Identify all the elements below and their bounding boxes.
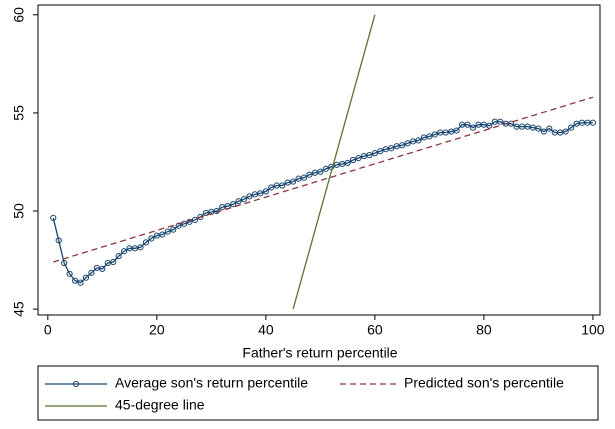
legend-label: Predicted son's percentile [404, 375, 564, 391]
plot-frame [37, 4, 601, 316]
marker [388, 145, 395, 152]
marker [180, 220, 188, 227]
marker [230, 201, 237, 208]
marker [431, 131, 438, 138]
marker [535, 125, 542, 132]
marker [415, 137, 422, 144]
marker [279, 182, 286, 189]
marker [257, 190, 264, 197]
marker [186, 218, 193, 225]
marker [268, 184, 275, 191]
y-tick-label: 45 [11, 301, 27, 317]
x-tick-label: 40 [258, 322, 274, 338]
marker [159, 231, 166, 238]
marker [344, 159, 351, 167]
marker [240, 196, 248, 203]
marker [399, 142, 406, 149]
marker [262, 188, 269, 195]
marker [50, 214, 57, 221]
marker [371, 150, 378, 157]
marker [404, 140, 411, 147]
series-line [53, 96, 594, 263]
marker [55, 237, 62, 244]
y-tick-label: 55 [11, 105, 27, 121]
marker [317, 168, 324, 175]
marker [170, 226, 177, 233]
marker [110, 258, 117, 266]
marker [88, 269, 95, 276]
marker [61, 259, 68, 267]
marker [464, 121, 471, 128]
marker [453, 127, 460, 134]
marker [246, 193, 253, 200]
y-tick-label: 50 [11, 203, 27, 219]
x-tick-label: 60 [367, 322, 383, 338]
marker [77, 279, 84, 286]
marker [486, 122, 493, 129]
marker [121, 248, 128, 255]
marker [300, 174, 308, 181]
series-line [292, 14, 376, 310]
x-tick-label: 0 [44, 322, 52, 338]
marker [148, 235, 155, 242]
marker [137, 244, 144, 251]
marker [469, 124, 477, 131]
legend-marker [72, 380, 80, 388]
marker [562, 128, 569, 135]
marker [508, 120, 515, 127]
marker [290, 178, 297, 185]
x-tick-label: 100 [581, 322, 605, 338]
marker [322, 165, 329, 172]
x-tick-label: 20 [149, 322, 165, 338]
marker [426, 133, 433, 140]
legend-box [37, 365, 599, 421]
marker [71, 277, 79, 284]
marker [142, 239, 150, 246]
marker [235, 198, 242, 205]
marker [366, 151, 373, 159]
marker [197, 213, 204, 220]
marker [115, 253, 122, 260]
y-tick-label: 60 [11, 7, 27, 23]
marker [589, 119, 597, 126]
marker [546, 125, 553, 132]
marker [497, 118, 504, 125]
marker [349, 156, 357, 164]
legend-label: Average son's return percentile [115, 375, 308, 391]
marker [66, 270, 73, 277]
marker [355, 154, 362, 162]
marker [568, 124, 575, 131]
x-tick-label: 80 [476, 322, 492, 338]
marker [540, 128, 547, 135]
marker [306, 171, 313, 178]
marker [82, 274, 90, 281]
marker [164, 228, 171, 235]
marker [377, 148, 384, 155]
marker [99, 265, 106, 272]
legend-label: 45-degree line [115, 397, 205, 413]
x-axis-label: Father's return percentile [242, 345, 397, 361]
